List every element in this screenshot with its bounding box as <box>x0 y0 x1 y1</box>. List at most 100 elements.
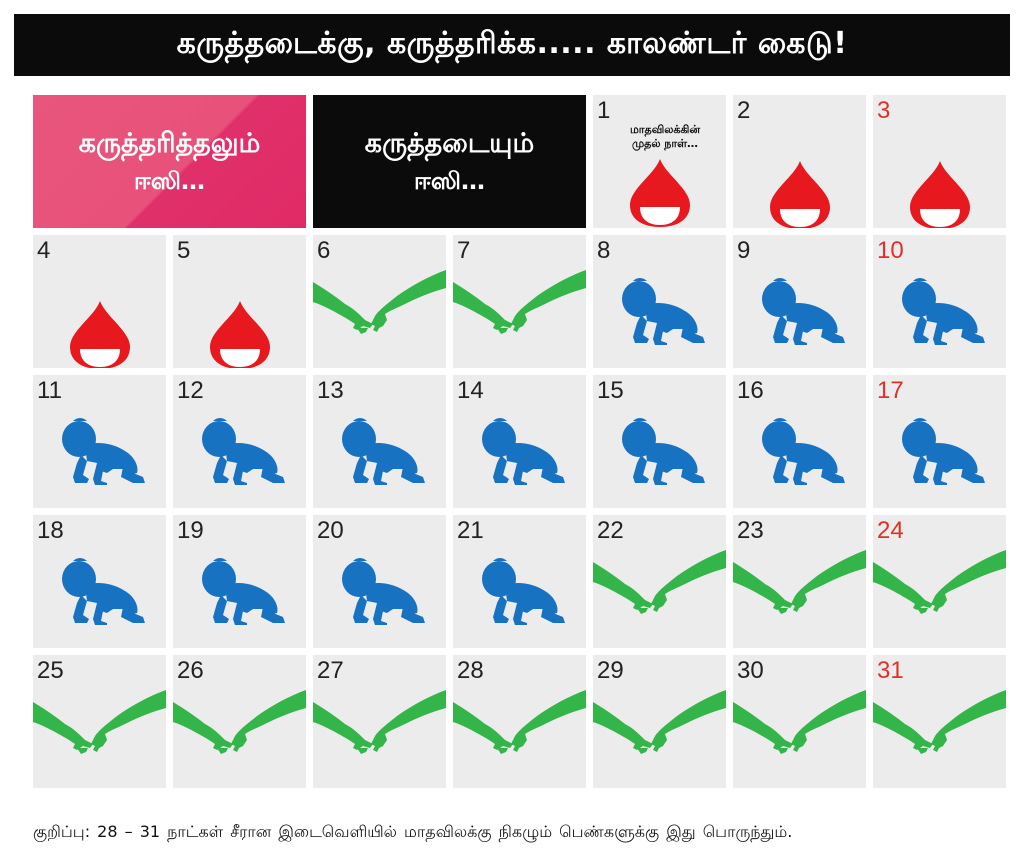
calendar-day: 28 <box>453 655 586 788</box>
blood-drop-icon <box>210 301 270 368</box>
legend-conceive-subtitle: ஈஸி… <box>134 166 205 195</box>
day-number: 26 <box>177 657 204 684</box>
calendar-day: 1 மாதவிலக்கின் முதல் நாள்… <box>593 95 726 228</box>
calendar-day: 11 <box>33 375 166 508</box>
legend-contraception-subtitle: ஈஸி… <box>414 166 485 195</box>
calendar-day: 21 <box>453 515 586 648</box>
holding-hands-icon <box>313 690 446 754</box>
crawling-baby-icon <box>622 418 705 485</box>
blood-drop-icon <box>910 161 970 228</box>
calendar-day: 25 <box>33 655 166 788</box>
day-number: 6 <box>317 237 331 264</box>
calendar-day: 12 <box>173 375 306 508</box>
calendar-day: 30 <box>733 655 866 788</box>
calendar-day: 9 <box>733 235 866 368</box>
day-number: 11 <box>37 377 62 404</box>
blood-drop-icon <box>630 159 690 227</box>
day-number: 22 <box>597 517 624 544</box>
holding-hands-icon <box>453 270 586 334</box>
calendar-day: 31 <box>873 655 1006 788</box>
legend-contraception-title: கருத்தடையும் <box>364 127 535 159</box>
crawling-baby-icon <box>762 418 845 485</box>
day-number: 23 <box>737 517 764 544</box>
holding-hands-icon <box>173 690 306 754</box>
legend-conceive: கருத்தரித்தலும் ஈஸி… <box>33 95 306 228</box>
day-number: 18 <box>37 517 64 544</box>
calendar-day: 26 <box>173 655 306 788</box>
crawling-baby-icon <box>202 558 285 625</box>
crawling-baby-icon <box>202 418 285 485</box>
page-title: கருத்தடைக்கு, கருத்தரிக்க..... காலண்டர் … <box>176 25 848 61</box>
calendar-day: 16 <box>733 375 866 508</box>
day-number: 13 <box>317 377 344 404</box>
blood-drop-icon <box>70 301 130 368</box>
holding-hands-icon <box>593 550 726 614</box>
calendar-day: 20 <box>313 515 446 648</box>
calendar-day: 13 <box>313 375 446 508</box>
holding-hands-icon <box>453 690 586 754</box>
day-number: 9 <box>737 237 751 264</box>
calendar-day: 23 <box>733 515 866 648</box>
crawling-baby-icon <box>902 418 985 485</box>
day-number: 8 <box>597 237 611 264</box>
calendar-grid: கருத்தரித்தலும் ஈஸி… கருத்தடையும் ஈஸி… 1… <box>33 95 1006 788</box>
day-number: 31 <box>877 657 904 684</box>
crawling-baby-icon <box>342 418 425 485</box>
calendar-day: 27 <box>313 655 446 788</box>
calendar-day: 29 <box>593 655 726 788</box>
holding-hands-icon <box>873 690 1006 754</box>
day-number: 1 <box>597 97 611 124</box>
calendar-day: 3 <box>873 95 1006 228</box>
holding-hands-icon <box>733 550 866 614</box>
day-number: 19 <box>177 517 204 544</box>
day-number: 20 <box>317 517 344 544</box>
calendar-day: 5 <box>173 235 306 368</box>
calendar-day: 10 <box>873 235 1006 368</box>
crawling-baby-icon <box>482 418 565 485</box>
holding-hands-icon <box>593 690 726 754</box>
calendar-day: 4 <box>33 235 166 368</box>
calendar-day: 15 <box>593 375 726 508</box>
day-number: 30 <box>737 657 764 684</box>
day-number: 28 <box>457 657 484 684</box>
crawling-baby-icon <box>482 558 565 625</box>
day-number: 27 <box>317 657 344 684</box>
first-day-note: மாதவிலக்கின் முதல் நாள்… <box>629 123 701 150</box>
legend-conceive-title: கருத்தரித்தலும் <box>78 127 261 159</box>
holding-hands-icon <box>873 550 1006 614</box>
day-number: 21 <box>457 517 484 544</box>
calendar-day: 7 <box>453 235 586 368</box>
day-number: 24 <box>877 517 904 544</box>
day-number: 10 <box>877 237 904 264</box>
crawling-baby-icon <box>62 558 145 625</box>
calendar-day: 22 <box>593 515 726 648</box>
day-number: 7 <box>457 237 471 264</box>
day-number: 29 <box>597 657 624 684</box>
calendar-day: 2 <box>733 95 866 228</box>
day-number: 14 <box>457 377 484 404</box>
holding-hands-icon <box>33 690 166 754</box>
crawling-baby-icon <box>62 418 145 485</box>
crawling-baby-icon <box>762 278 845 345</box>
holding-hands-icon <box>313 270 446 334</box>
calendar-day: 8 <box>593 235 726 368</box>
day-number: 15 <box>597 377 624 404</box>
day-number: 17 <box>877 377 904 404</box>
footer-note: குறிப்பு: 28 – 31 நாட்கள் சீரான இடைவெளிய… <box>33 822 793 841</box>
blood-drop-icon <box>770 161 830 228</box>
day-number: 3 <box>877 97 891 124</box>
day-number: 5 <box>177 237 191 264</box>
crawling-baby-icon <box>622 278 705 345</box>
day-number: 2 <box>737 97 751 124</box>
legend-contraception: கருத்தடையும் ஈஸி… <box>313 95 586 228</box>
calendar-day: 14 <box>453 375 586 508</box>
calendar-day: 19 <box>173 515 306 648</box>
crawling-baby-icon <box>342 558 425 625</box>
calendar-day: 17 <box>873 375 1006 508</box>
calendar-day: 24 <box>873 515 1006 648</box>
calendar-day: 18 <box>33 515 166 648</box>
day-number: 4 <box>37 237 51 264</box>
crawling-baby-icon <box>902 278 985 345</box>
day-number: 16 <box>737 377 764 404</box>
title-bar: கருத்தடைக்கு, கருத்தரிக்க..... காலண்டர் … <box>14 14 1010 76</box>
